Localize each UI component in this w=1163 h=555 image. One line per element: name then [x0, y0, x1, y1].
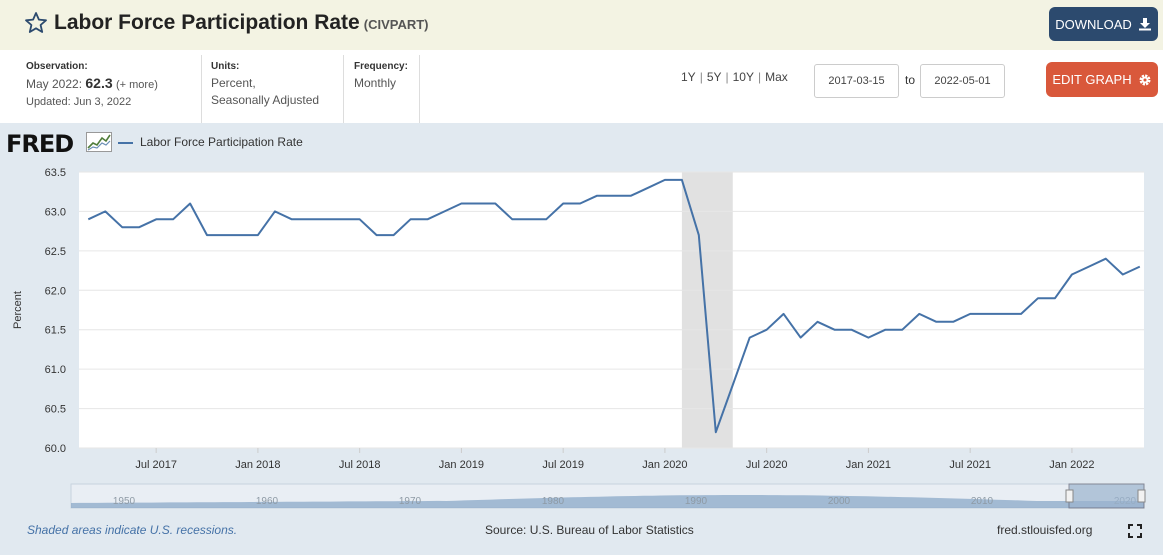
x-tick-label: Jan 2020 [642, 459, 687, 471]
fred-logo: FRED [6, 130, 74, 158]
navigator-label: 1960 [256, 496, 279, 507]
observation-label: Observation: [26, 61, 88, 72]
chart-area: FRED Labor Force Participation Rate 63.5… [0, 123, 1163, 555]
frequency-label: Frequency: [354, 61, 408, 72]
x-tick-label: Jan 2019 [439, 459, 484, 471]
series-title: Labor Force Participation Rate [54, 11, 360, 34]
gear-icon [1139, 74, 1151, 85]
x-tick-label: Jan 2018 [235, 459, 280, 471]
navigator-series [71, 495, 1144, 508]
range-10y[interactable]: 10Y [732, 70, 754, 84]
navigator-handle[interactable] [1137, 489, 1146, 503]
y-tick-label: 63.0 [45, 206, 66, 218]
x-tick-label: Jul 2017 [135, 459, 177, 471]
units-block: Units: Percent, Seasonally Adjusted [211, 55, 344, 123]
x-tick-label: Jan 2022 [1049, 459, 1094, 471]
download-label: DOWNLOAD [1055, 16, 1132, 32]
units-label: Units: [211, 61, 240, 72]
edit-graph-label: EDIT GRAPH [1052, 72, 1132, 87]
x-tick-label: Jul 2020 [746, 459, 788, 471]
observation-value: 62.3 [85, 75, 113, 91]
recession-note: Shaded areas indicate U.S. recessions. [27, 523, 238, 537]
navigator-selection [1068, 483, 1145, 509]
chart-plot[interactable]: 63.5 63.0 62.5 62.0 61.5 61.0 60.5 60.0 Jul 2017… [0, 123, 1163, 555]
units-line1: Percent, [211, 76, 256, 90]
frequency-value: Monthly [354, 76, 397, 90]
source-note: Source: U.S. Bureau of Labor Statistics [485, 523, 694, 537]
download-button[interactable]: DOWNLOAD [1049, 7, 1158, 41]
observation-period: May 2022: [26, 77, 83, 91]
navigator-label: 1970 [399, 496, 422, 507]
frequency-block: Frequency: Monthly [354, 55, 420, 123]
y-tick-label: 61.0 [45, 364, 66, 376]
updated-date: Updated: Jun 3, 2022 [26, 96, 132, 108]
y-tick-label: 60.0 [45, 443, 66, 455]
navigator-label: 1990 [685, 496, 708, 507]
title-bar: Labor Force Participation Rate (CIVPART) … [0, 0, 1163, 50]
recession-band [681, 172, 733, 448]
range-selector: 1Y | 5Y | 10Y | Max [681, 70, 788, 84]
fred-chart-logo-icon [86, 132, 112, 152]
observation-block: Observation: May 2022: 62.3 (+ more) Upd… [26, 55, 202, 123]
observation-value-line: May 2022: 62.3 (+ more) [26, 75, 201, 94]
series-id: (CIVPART) [363, 17, 429, 32]
range-1y[interactable]: 1Y [681, 70, 696, 84]
plot-background [79, 172, 1144, 448]
x-tick-label: Jan 2021 [846, 459, 891, 471]
range-5y[interactable]: 5Y [706, 70, 722, 84]
edit-graph-button[interactable]: EDIT GRAPH [1046, 62, 1158, 97]
y-axis-label: Percent [12, 291, 24, 329]
y-tick-label: 62.5 [45, 246, 66, 258]
fullscreen-icon[interactable] [1128, 524, 1142, 538]
legend-swatch [118, 142, 133, 144]
to-label: to [905, 73, 916, 87]
y-tick-label: 63.5 [45, 167, 66, 179]
navigator-label: 1950 [113, 496, 136, 507]
navigator-label: 2010 [971, 496, 994, 507]
series-line [87, 178, 1141, 434]
site-link[interactable]: fred.stlouisfed.org [997, 523, 1093, 537]
range-max[interactable]: Max [765, 70, 788, 84]
x-tick-label: Jul 2021 [949, 459, 991, 471]
y-tick-label: 62.0 [45, 285, 66, 297]
y-tick-label: 60.5 [45, 404, 66, 416]
page-title: Labor Force Participation Rate (CIVPART) [54, 11, 429, 35]
y-tick-label: 61.5 [45, 325, 66, 337]
x-tick-label: Jul 2019 [542, 459, 584, 471]
start-date-input[interactable]: 2017-03-15 [814, 64, 899, 98]
download-icon [1138, 18, 1151, 31]
observation-more-link[interactable]: (+ more) [115, 79, 158, 91]
navigator-handle[interactable] [1065, 489, 1074, 503]
navigator-label: 1980 [542, 496, 565, 507]
star-icon[interactable] [24, 11, 48, 35]
legend-label: Labor Force Participation Rate [140, 135, 303, 149]
x-tick-label: Jul 2018 [339, 459, 381, 471]
end-date-input[interactable]: 2022-05-01 [920, 64, 1005, 98]
navigator-label: 2000 [828, 496, 851, 507]
units-line2: Seasonally Adjusted [211, 93, 320, 107]
